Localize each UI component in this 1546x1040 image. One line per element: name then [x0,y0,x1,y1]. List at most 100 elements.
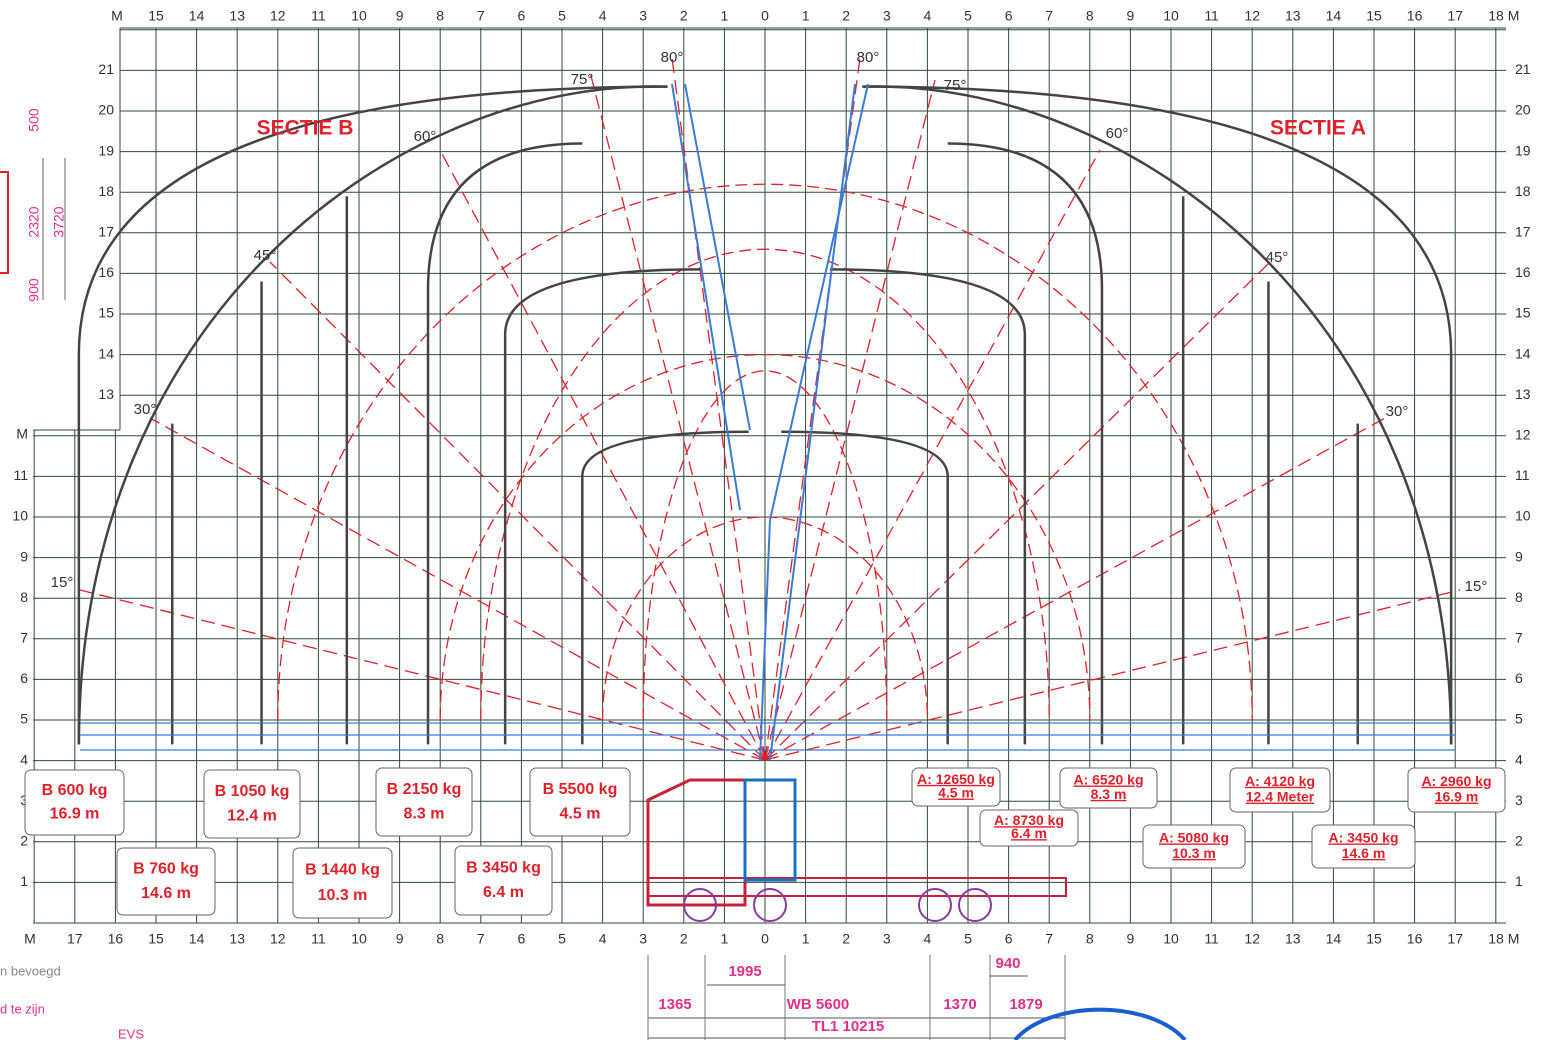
load-value: A: 12650 kg [917,771,995,787]
truck-dimension: WB 5600 [787,996,850,1013]
envelope-curve [77,85,668,745]
top-axis-label: 2 [842,8,850,24]
envelope-curve [426,142,583,745]
bottom-axis-label: 7 [477,931,485,947]
angle-label: 30° [134,401,157,418]
left-axis-label: 15 [98,305,114,321]
load-box [529,767,631,837]
bottom-axis-label: 10 [351,931,367,947]
boom [769,83,869,521]
bottom-axis-label: 4 [924,931,932,947]
radius-arc [601,516,929,721]
bottom-axis-label: 10 [1163,931,1179,947]
angle-line [79,589,766,761]
right-axis-label: 18 [1515,183,1531,199]
left-axis-label: 3 [20,792,28,808]
right-axis-label: 19 [1515,142,1531,158]
angle-line [764,79,936,761]
load-box [1229,767,1331,813]
right-axis-label: 6 [1515,670,1523,686]
right-axis-label: 7 [1515,630,1523,646]
bottom-axis-label: 8 [1086,931,1094,947]
left-axis-label: 4 [20,751,28,767]
left-axis-label: 16 [98,264,114,280]
truck-chassis [647,877,1067,897]
left-axis-label: 11 [13,467,28,483]
load-box [24,769,125,836]
load-value: A: 3450 kg [1328,829,1398,845]
load-value: B 2150 kg [387,781,462,798]
top-axis-label: 10 [1163,8,1179,24]
wheel [958,888,992,922]
load-reach: 4.5 m [938,785,974,801]
boom [671,83,741,511]
truck-dimension: 940 [995,955,1020,972]
bottom-axis-label: 9 [1127,931,1135,947]
right-axis-label: 8 [1515,589,1523,605]
note: EVS [118,1026,144,1040]
angle-line [764,149,1101,761]
angle-label: 75° [571,71,594,88]
bottom-axis-label: 16 [108,931,124,947]
side-dimension: 2320 [26,206,42,237]
angle-line [764,417,1386,761]
load-reach: 16.9 m [50,805,100,822]
load-value: B 1050 kg [215,783,290,800]
load-reach: 10.3 m [1172,845,1216,861]
load-value: A: 5080 kg [1159,829,1229,845]
bottom-axis-label: 12 [1244,931,1260,947]
right-axis-label: 16 [1515,264,1531,280]
top-axis-label: 15 [148,8,164,24]
load-box [979,809,1079,847]
right-axis-label: 9 [1515,548,1523,564]
load-reach: 10.3 m [318,887,368,904]
load-reach: 8.3 m [1091,786,1127,802]
load-box [375,767,473,837]
load-value: A: 8730 kg [994,812,1064,828]
angle-line [589,71,766,761]
angle-label: 80° [661,49,684,66]
right-axis-label: 14 [1515,345,1531,361]
top-axis-label: 4 [924,8,932,24]
left-axis-label: 13 [98,386,114,402]
load-box [292,847,393,919]
angle-label: 75° [944,77,967,94]
left-axis-label: 17 [98,224,114,240]
load-box [116,847,216,916]
top-axis-label: 14 [1326,8,1342,24]
right-axis-label: 10 [1515,508,1531,524]
load-reach: 12.4 Meter [1246,789,1315,805]
left-axis-label: 19 [98,142,114,158]
top-axis-label: 11 [1204,8,1219,24]
envelope-curve [829,268,1027,745]
top-axis-label: 9 [396,8,404,24]
load-value: A: 4120 kg [1245,773,1315,789]
envelope-curve [503,268,701,745]
radius-arc [277,183,1253,721]
top-axis-label: 3 [883,8,891,24]
top-axis-label: 7 [477,8,485,24]
top-axis-label: 13 [229,8,245,24]
left-axis-label: 6 [20,670,28,686]
truck-dimension: TL1 10215 [812,1018,885,1035]
top-axis-label: 15 [1366,8,1382,24]
load-box [1059,767,1158,809]
top-axis-label: 17 [1447,8,1463,24]
left-axis-label: 14 [98,345,114,361]
bottom-axis-label: 3 [883,931,891,947]
bottom-axis-label: 17 [67,931,83,947]
load-value: B 1440 kg [305,862,380,879]
load-box [454,845,553,916]
angle-line [439,149,766,761]
load-value: B 3450 kg [466,859,541,876]
radius-arc [439,354,1091,721]
top-axis-label: 13 [1285,8,1301,24]
envelope-curve [77,85,668,745]
bottom-axis-label: 11 [1204,931,1219,947]
load-value: A: 6520 kg [1073,772,1143,788]
bottom-axis-label: 3 [639,931,647,947]
right-axis-label: 20 [1515,102,1531,118]
top-axis-label: 14 [189,8,205,24]
